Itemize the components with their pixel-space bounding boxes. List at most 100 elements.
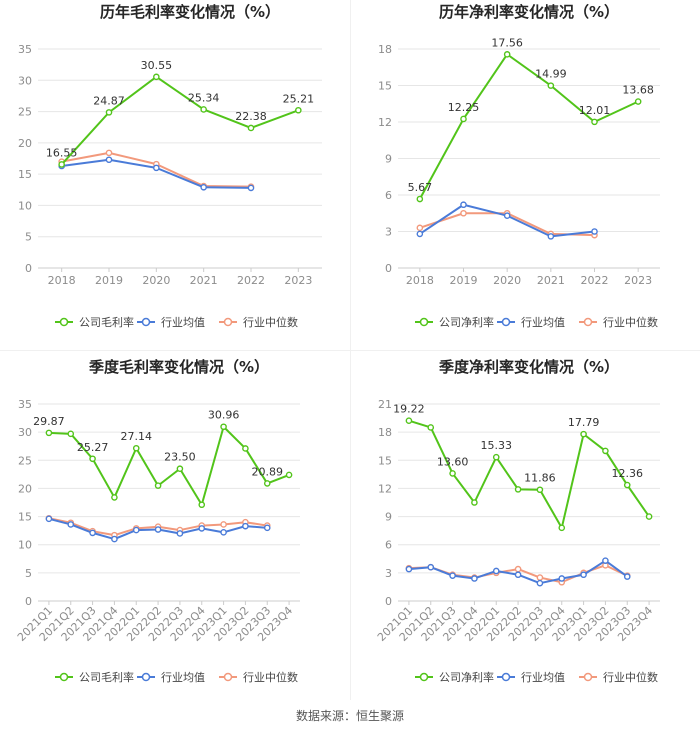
y-tick-label: 0	[25, 595, 32, 608]
data-point	[514, 565, 522, 573]
data-point	[285, 471, 293, 479]
legend-swatch-marker	[501, 672, 511, 682]
y-tick-label: 10	[18, 199, 32, 212]
data-point	[623, 481, 631, 489]
data-point	[242, 445, 249, 452]
data-point	[645, 513, 653, 520]
data-point	[153, 164, 160, 172]
data-point	[198, 525, 206, 532]
y-tick-label: 10	[18, 539, 32, 552]
data-label: 19.22	[393, 403, 425, 416]
data-point	[105, 109, 113, 116]
data-point	[602, 557, 609, 564]
y-tick-label: 30	[18, 74, 32, 87]
legend-label: 公司毛利率	[79, 315, 134, 329]
data-label: 30.96	[208, 409, 240, 422]
data-point	[558, 524, 566, 532]
x-tick-label: 2018	[48, 274, 76, 287]
x-tick-label: 2023	[284, 274, 312, 287]
data-source-label: 数据来源：恒生聚源	[295, 709, 404, 723]
data-point	[416, 195, 424, 203]
y-tick-label: 5	[25, 231, 32, 244]
legend-label: 公司毛利率	[79, 670, 134, 684]
legend-swatch-marker	[59, 672, 69, 682]
legend-item-2: 行业均值	[137, 671, 205, 684]
data-point	[591, 118, 598, 126]
data-point	[153, 73, 160, 81]
data-label: 5.67	[408, 181, 433, 194]
data-point	[176, 530, 184, 537]
data-point	[220, 521, 227, 528]
data-point	[111, 535, 118, 543]
legend-label: 行业均值	[161, 316, 205, 329]
legend-label: 行业中位数	[243, 315, 298, 329]
y-tick-label: 5	[25, 567, 32, 580]
data-point	[220, 529, 227, 536]
data-point	[105, 156, 113, 164]
legend-item-1: 公司净利率	[415, 670, 494, 684]
chart-3: 季度毛利率变化情况（%）051015202530352021Q12021Q220…	[15, 358, 300, 684]
data-point	[580, 430, 587, 438]
y-tick-label: 18	[378, 426, 392, 439]
data-point	[295, 106, 302, 114]
data-label: 13.60	[437, 455, 469, 468]
data-point	[449, 572, 456, 579]
y-tick-label: 12	[378, 116, 392, 129]
y-tick-label: 6	[385, 189, 392, 202]
x-tick-label: 2018	[406, 274, 434, 287]
legend-label: 行业均值	[521, 671, 565, 684]
data-point	[111, 494, 118, 501]
data-point	[176, 465, 184, 473]
data-point	[89, 529, 96, 537]
legend-item-1: 公司毛利率	[55, 670, 134, 684]
data-label: 16.55	[46, 146, 78, 159]
data-point	[471, 499, 478, 506]
data-point	[492, 453, 500, 461]
data-point	[247, 184, 255, 192]
x-tick-label: 2020	[493, 274, 521, 287]
data-point	[105, 149, 113, 157]
chart-title: 季度净利率变化情况（%）	[439, 358, 619, 376]
data-point	[427, 424, 435, 431]
data-point	[460, 209, 467, 217]
y-tick-label: 20	[18, 482, 32, 495]
y-tick-label: 0	[385, 595, 392, 608]
data-point	[558, 575, 566, 582]
data-point	[154, 482, 162, 489]
legend-item-3: 行业中位数	[579, 315, 658, 329]
legend-label: 公司净利率	[439, 315, 494, 329]
y-tick-label: 9	[385, 511, 392, 524]
data-point	[220, 423, 227, 431]
legend-item-2: 行业均值	[137, 316, 205, 329]
legend-label: 行业中位数	[243, 670, 298, 684]
data-point	[503, 51, 511, 58]
legend-label: 行业中位数	[603, 315, 658, 329]
y-tick-label: 9	[385, 153, 392, 166]
data-point	[591, 228, 598, 235]
legend-swatch-marker	[583, 672, 593, 682]
y-tick-label: 15	[378, 454, 392, 467]
legend-item-2: 行业均值	[497, 316, 565, 329]
legend-item-3: 行业中位数	[219, 670, 298, 684]
series-line-company	[60, 75, 299, 166]
data-label: 25.21	[283, 92, 315, 105]
data-point	[536, 579, 544, 587]
y-tick-label: 15	[18, 511, 32, 524]
y-tick-label: 35	[18, 43, 32, 56]
data-point	[45, 515, 53, 523]
x-tick-label: 2019	[95, 274, 123, 287]
data-label: 12.36	[612, 467, 644, 480]
data-label: 17.79	[568, 416, 600, 429]
x-tick-label: 2023	[624, 274, 652, 287]
series-line-company	[408, 419, 650, 529]
legend-swatch-marker	[501, 317, 511, 327]
data-point	[405, 565, 413, 573]
data-label: 14.99	[535, 68, 567, 81]
horizontal-divider	[0, 350, 700, 351]
x-tick-label: 2019	[450, 274, 478, 287]
data-point	[45, 429, 53, 437]
y-tick-label: 3	[385, 226, 392, 239]
data-point	[427, 563, 435, 571]
chart-title: 历年净利率变化情况（%）	[439, 3, 619, 21]
